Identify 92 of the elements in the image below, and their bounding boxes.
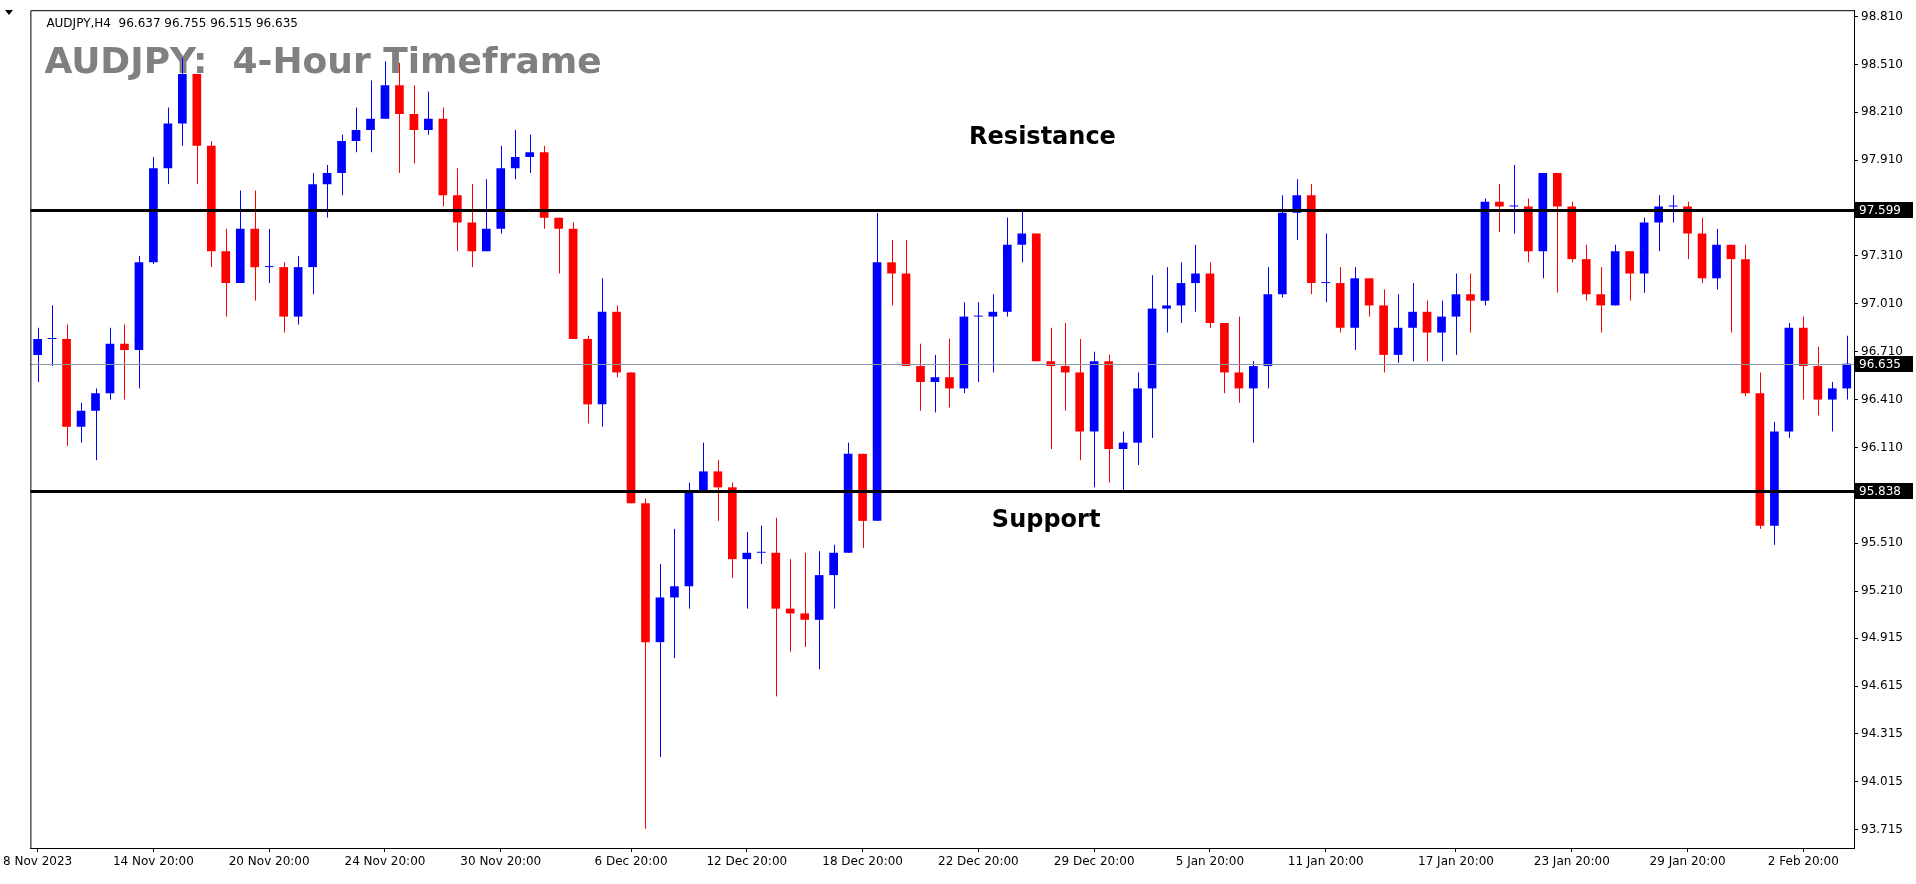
candlestick bbox=[583, 335, 592, 425]
candlestick bbox=[1089, 351, 1099, 488]
candlestick bbox=[1466, 273, 1475, 334]
y-tick-label: 98.510 bbox=[1861, 56, 1903, 71]
x-tick-label: 18 Dec 20:00 bbox=[822, 854, 903, 869]
x-tick-label: 11 Jan 20:00 bbox=[1287, 854, 1364, 869]
y-tick-label: 94.615 bbox=[1861, 678, 1903, 693]
candlestick bbox=[1075, 338, 1085, 461]
candlestick bbox=[525, 134, 535, 174]
candlestick bbox=[1031, 233, 1041, 362]
candlestick bbox=[250, 190, 260, 302]
ref-line-label: 95.838 bbox=[1859, 484, 1901, 499]
x-tick-label: 29 Jan 20:00 bbox=[1649, 854, 1726, 869]
candlestick bbox=[1002, 217, 1012, 318]
x-tick-label: 29 Dec 20:00 bbox=[1053, 854, 1135, 869]
candlestick bbox=[424, 91, 433, 136]
candlestick bbox=[1827, 381, 1837, 432]
candlestick bbox=[235, 190, 245, 284]
candlestick bbox=[916, 343, 925, 412]
x-tick-label: 14 Nov 20:00 bbox=[112, 854, 194, 869]
x-tick-label: 24 Nov 20:00 bbox=[344, 854, 426, 869]
candlestick bbox=[1379, 288, 1388, 373]
x-tick-label: 20 Nov 20:00 bbox=[228, 854, 310, 869]
y-tick-label: 96.110 bbox=[1861, 439, 1903, 454]
x-tick-label: 5 Jan 20:00 bbox=[1175, 854, 1245, 869]
annotation: AUDJPY,H4 96.637 96.755 96.515 96.635 bbox=[46, 16, 298, 31]
ref-line-label: 96.635 bbox=[1859, 357, 1901, 372]
candlestick bbox=[1249, 360, 1258, 444]
candlestick bbox=[1162, 266, 1171, 334]
candlestick bbox=[1437, 300, 1446, 362]
candlestick bbox=[887, 239, 896, 306]
candlestick bbox=[1133, 371, 1142, 466]
candlestick bbox=[1581, 244, 1591, 302]
x-tick-label: 23 Jan 20:00 bbox=[1533, 854, 1610, 869]
ref-line-label: 97.599 bbox=[1859, 203, 1901, 218]
candlestick bbox=[670, 528, 679, 659]
y-tick-label: 98.210 bbox=[1861, 104, 1903, 119]
y-tick-label: 94.015 bbox=[1861, 773, 1903, 788]
y-tick-label: 94.915 bbox=[1861, 630, 1903, 645]
candlestick bbox=[1625, 250, 1635, 302]
candlestick bbox=[641, 498, 650, 830]
candlestick bbox=[91, 387, 100, 461]
candlestick bbox=[1017, 209, 1027, 263]
candlestick bbox=[771, 517, 781, 697]
y-tick-label: 95.210 bbox=[1861, 583, 1903, 598]
y-tick-label: 94.315 bbox=[1861, 726, 1903, 741]
x-tick-label: 22 Dec 20:00 bbox=[938, 854, 1019, 869]
y-tick-label: 96.410 bbox=[1861, 391, 1903, 406]
candlestick bbox=[554, 217, 563, 275]
candlestick bbox=[1263, 266, 1273, 389]
candlestick bbox=[481, 178, 491, 252]
x-tick-label: 12 Dec 20:00 bbox=[706, 854, 788, 869]
candlestick bbox=[1813, 346, 1823, 417]
y-tick-label: 96.710 bbox=[1861, 343, 1903, 358]
candlestick bbox=[1335, 266, 1345, 334]
candlestick bbox=[366, 79, 375, 153]
candlestick bbox=[1104, 354, 1113, 484]
candlestick bbox=[800, 552, 810, 648]
x-tick-label: 17 Jan 20:00 bbox=[1418, 854, 1494, 869]
y-tick-label: 93.715 bbox=[1861, 821, 1903, 836]
candlestick bbox=[337, 134, 346, 196]
annotation: Support bbox=[991, 505, 1101, 534]
y-tick-label: 97.010 bbox=[1861, 295, 1903, 310]
candlestick bbox=[1277, 194, 1287, 298]
candlestick bbox=[1610, 244, 1620, 306]
y-tick-label: 97.910 bbox=[1861, 152, 1903, 167]
candlestick bbox=[33, 327, 42, 383]
x-tick-label: 8 Nov 2023 bbox=[3, 854, 73, 869]
candlestick bbox=[279, 261, 289, 334]
candlestick bbox=[467, 183, 477, 268]
y-tick-label: 98.810 bbox=[1861, 8, 1903, 23]
y-tick-label: 95.510 bbox=[1861, 535, 1903, 550]
x-tick-label: 6 Dec 20:00 bbox=[594, 854, 668, 869]
candlestick bbox=[510, 129, 520, 180]
candlestick bbox=[829, 544, 838, 610]
candlestick bbox=[1408, 282, 1417, 362]
candlestick bbox=[1596, 266, 1606, 334]
candlestick bbox=[221, 228, 231, 318]
candlestick bbox=[814, 550, 824, 670]
x-tick-label: 2 Feb 20:00 bbox=[1767, 854, 1839, 869]
y-tick-label: 97.310 bbox=[1861, 248, 1903, 263]
candlestick bbox=[1350, 266, 1360, 351]
annotation: Resistance bbox=[969, 121, 1116, 150]
candlestick bbox=[1552, 172, 1562, 294]
candlestick bbox=[62, 324, 71, 447]
x-tick-label: 30 Nov 20:00 bbox=[460, 854, 542, 869]
text: AUDJPY: 4-Hour Timeframe bbox=[44, 39, 602, 81]
candlestick bbox=[612, 304, 621, 378]
candlestick bbox=[1770, 421, 1779, 546]
candlestick bbox=[1741, 244, 1750, 397]
candlestick bbox=[1712, 228, 1721, 290]
candlestick bbox=[945, 338, 954, 409]
